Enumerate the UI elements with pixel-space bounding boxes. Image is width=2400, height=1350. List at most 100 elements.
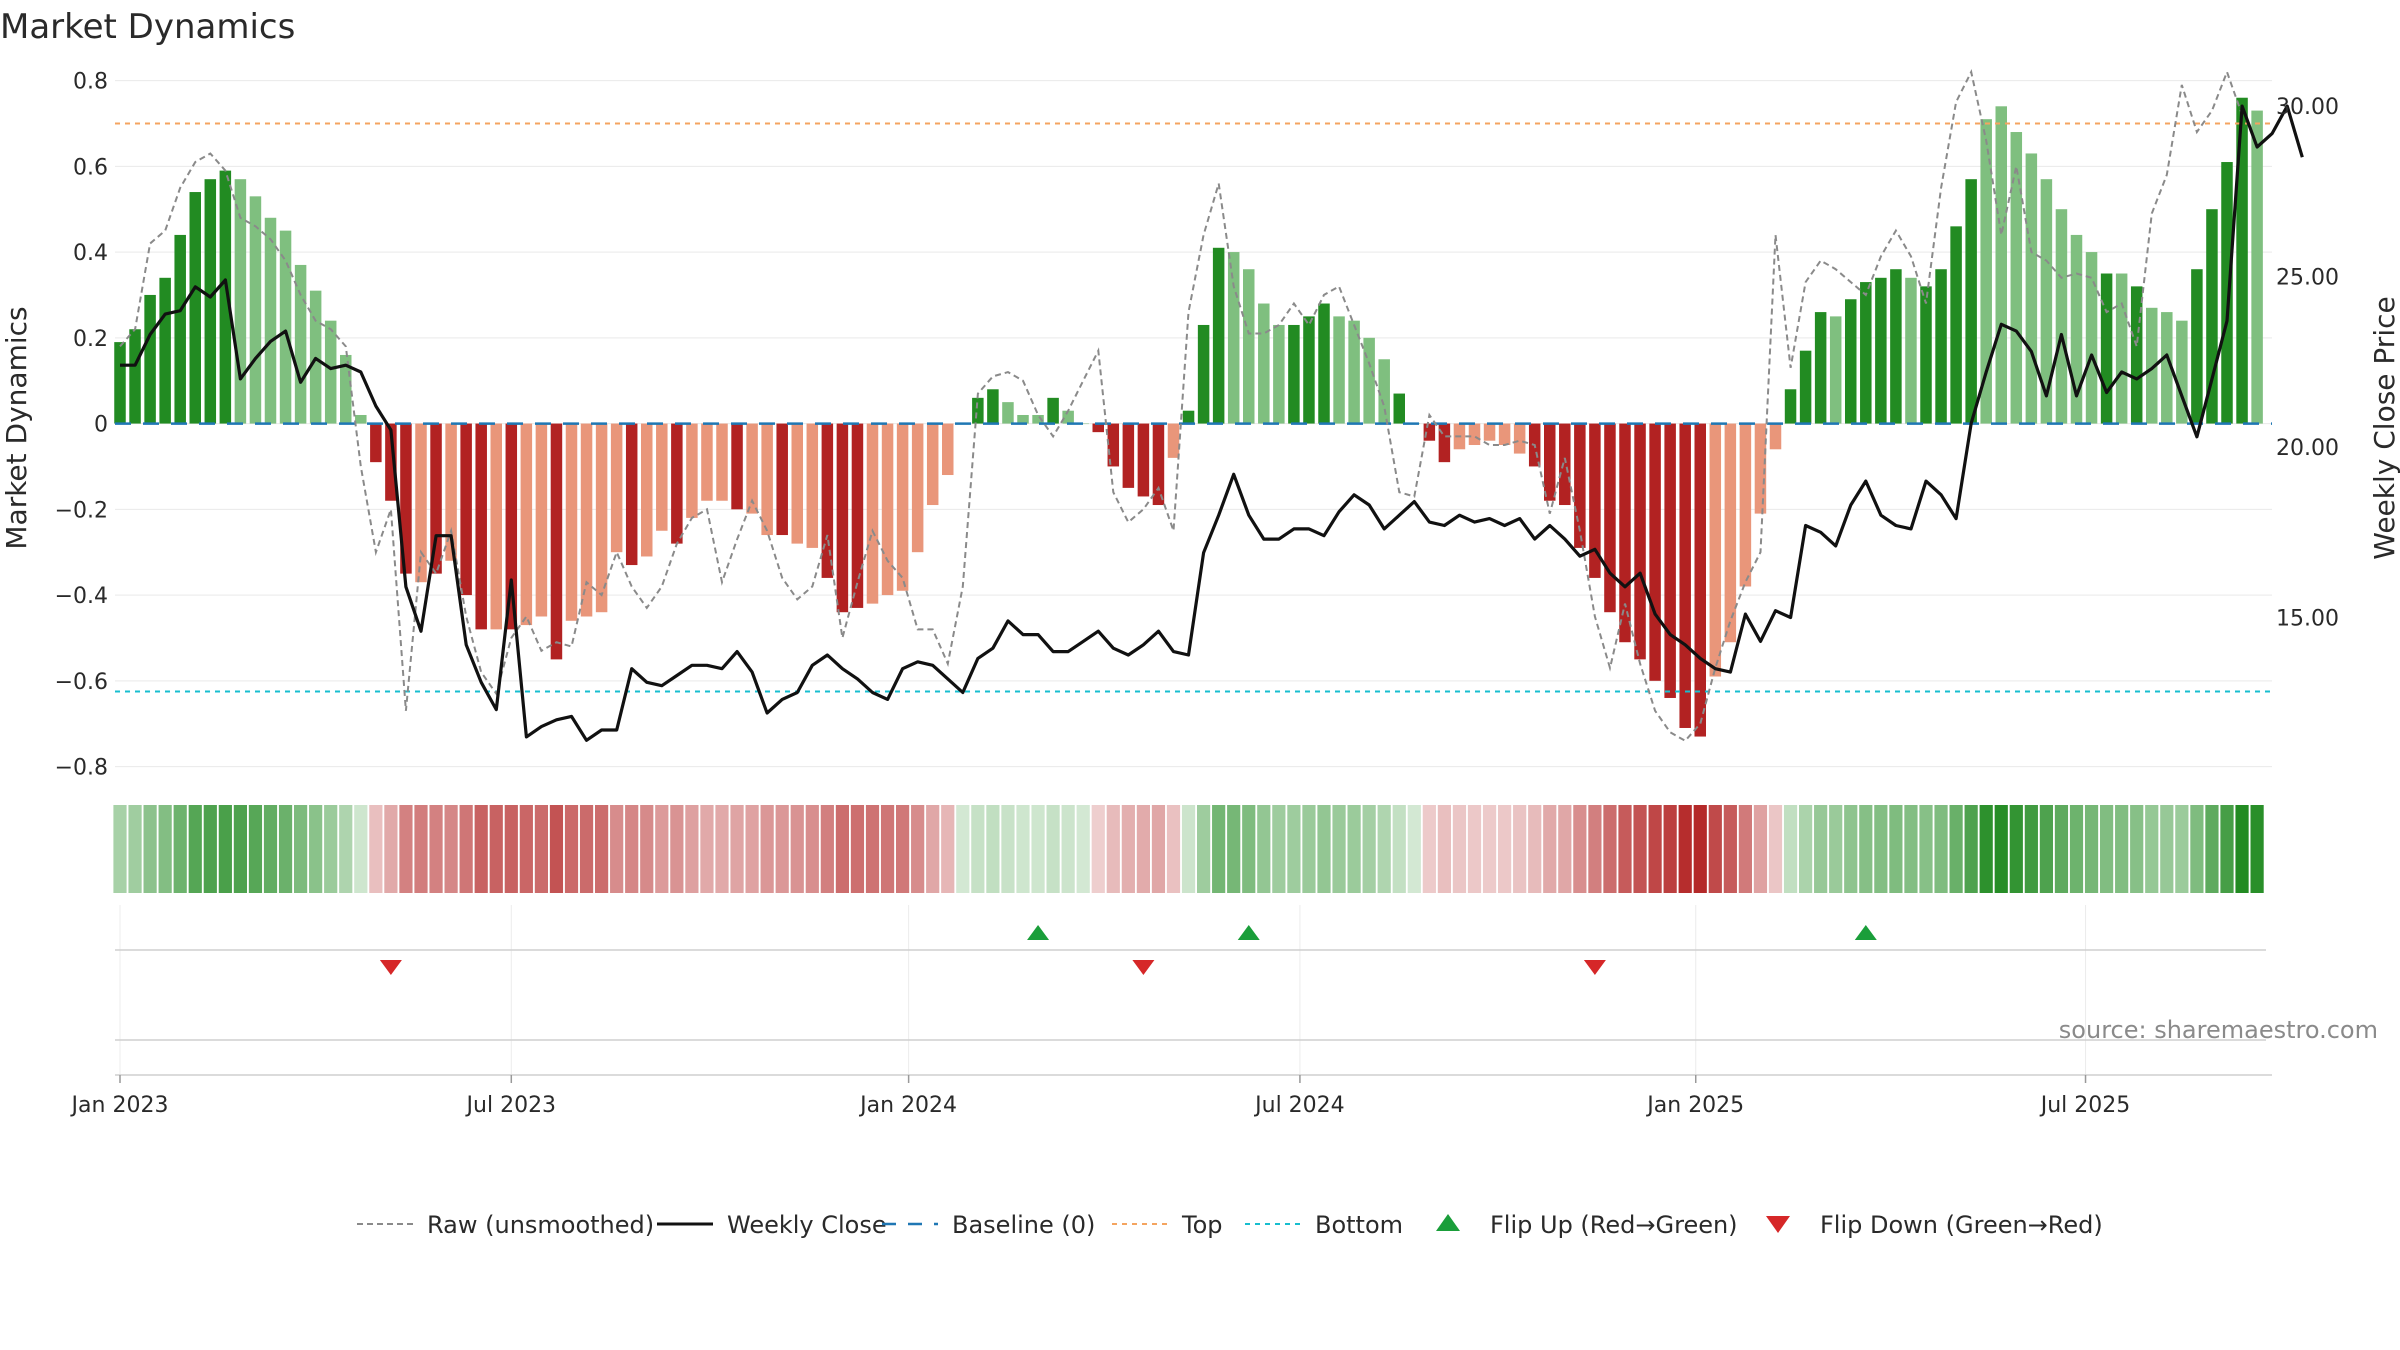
histogram-bar bbox=[1784, 389, 1797, 424]
heat-cell bbox=[1422, 805, 1436, 893]
heat-cell bbox=[1151, 805, 1166, 893]
histogram-bar bbox=[686, 423, 698, 518]
heat-cell bbox=[1633, 805, 1647, 893]
histogram-bar bbox=[2130, 286, 2143, 424]
histogram-bar bbox=[641, 423, 653, 557]
heat-cell bbox=[324, 805, 338, 893]
histogram-bar bbox=[1709, 423, 1722, 677]
histogram-bar bbox=[1574, 423, 1586, 548]
heat-cell bbox=[248, 805, 263, 893]
histogram-bar bbox=[279, 230, 292, 424]
heat-cell bbox=[880, 805, 895, 893]
histogram-bar bbox=[656, 423, 668, 531]
heat-cell bbox=[399, 805, 413, 893]
heat-cell bbox=[2190, 805, 2204, 893]
heat-cell bbox=[1874, 805, 1888, 893]
weekly-close-line bbox=[120, 104, 2304, 742]
heat-cell bbox=[354, 805, 368, 893]
histogram-bar bbox=[415, 423, 427, 583]
x-tick-label: Jan 2023 bbox=[70, 1093, 169, 1118]
histogram-bar bbox=[1348, 320, 1360, 424]
heat-cell bbox=[1889, 805, 1903, 893]
heat-cell bbox=[835, 805, 849, 893]
heat-cell bbox=[369, 805, 383, 893]
heat-cell bbox=[173, 805, 187, 893]
histogram-bar bbox=[114, 342, 126, 424]
histogram-bar bbox=[806, 423, 819, 548]
legend-label: Bottom bbox=[1315, 1211, 1403, 1239]
heat-cell bbox=[2054, 805, 2069, 893]
histogram-bar bbox=[1002, 402, 1014, 424]
flip-up-marker bbox=[1237, 925, 1260, 940]
histogram-bar bbox=[1258, 303, 1270, 424]
histogram-bar bbox=[701, 423, 713, 501]
heat-cell bbox=[1603, 805, 1617, 893]
histogram-bar bbox=[1860, 282, 1872, 424]
histogram-bar bbox=[400, 423, 412, 574]
histogram-bar bbox=[1212, 247, 1225, 424]
histogram-bar bbox=[1243, 269, 1255, 424]
histogram-bar bbox=[1814, 312, 1827, 424]
heat-cell bbox=[1783, 805, 1798, 893]
heat-cell bbox=[911, 805, 925, 893]
heat-cell bbox=[730, 805, 744, 893]
heat-cell bbox=[309, 805, 323, 893]
heat-cell bbox=[1663, 805, 1677, 893]
heat-cell bbox=[1919, 805, 1933, 893]
histogram-bar bbox=[2040, 179, 2053, 424]
histogram-bar bbox=[1303, 316, 1315, 424]
heat-cell bbox=[1753, 805, 1768, 893]
histogram-bar bbox=[1513, 423, 1526, 454]
heat-cell bbox=[2024, 805, 2038, 893]
histogram-bar bbox=[1092, 423, 1104, 433]
histogram-bar bbox=[1197, 324, 1210, 424]
chart-legend: Raw (unsmoothed) Weekly Close Baseline (0)… bbox=[357, 1211, 2103, 1239]
y-right-tick-label: 25.00 bbox=[2276, 266, 2339, 291]
histogram-bar bbox=[746, 423, 758, 514]
heat-cell bbox=[1076, 805, 1090, 893]
histogram-bar bbox=[2055, 209, 2068, 424]
heat-cell bbox=[745, 805, 759, 893]
histogram-bar bbox=[1935, 269, 1947, 424]
histogram-bar bbox=[1438, 423, 1451, 463]
histogram-bar bbox=[821, 423, 834, 578]
histogram-bar bbox=[430, 423, 442, 574]
y-axis-right-label: Weekly Close Price bbox=[2368, 296, 2400, 559]
heat-cell bbox=[625, 805, 639, 893]
heat-cell bbox=[459, 805, 473, 893]
heat-cell bbox=[2084, 805, 2099, 893]
histogram-bar bbox=[671, 423, 683, 544]
heat-cell bbox=[1678, 805, 1692, 893]
histogram-bar bbox=[340, 354, 352, 424]
x-tick-label: Jan 2024 bbox=[858, 1093, 957, 1118]
heat-cell bbox=[1844, 805, 1858, 893]
histogram-bar bbox=[1468, 423, 1481, 446]
heat-cell bbox=[1317, 805, 1331, 893]
flip-markers-panel bbox=[115, 925, 2266, 975]
y-left-tick-label: 0.2 bbox=[73, 327, 108, 352]
heat-cell bbox=[2235, 805, 2249, 893]
heat-cell bbox=[1031, 805, 1045, 893]
heat-cell bbox=[1482, 805, 1497, 893]
histogram-bar bbox=[942, 423, 954, 476]
histogram-bar bbox=[1965, 179, 1977, 424]
heat-cell bbox=[1768, 805, 1783, 893]
histogram-bar bbox=[1423, 423, 1436, 441]
histogram-bar bbox=[445, 423, 457, 561]
heat-cell bbox=[1829, 805, 1843, 893]
flip-down-marker bbox=[1583, 960, 1606, 975]
heat-cell bbox=[986, 805, 1000, 893]
heat-cell bbox=[1528, 805, 1542, 893]
main-panel-grid bbox=[115, 80, 2272, 1075]
histogram-bar bbox=[1769, 423, 1782, 450]
histogram-bar bbox=[1995, 106, 2007, 424]
heat-cell bbox=[1437, 805, 1451, 893]
y-left-tick-label: 0 bbox=[94, 413, 108, 438]
x-tick-label: Jul 2023 bbox=[465, 1093, 557, 1118]
heat-cell bbox=[218, 805, 232, 893]
histogram-bar bbox=[1122, 423, 1135, 488]
heat-cell bbox=[1106, 805, 1120, 893]
histogram-bar bbox=[1137, 423, 1150, 497]
y-left-tick-label: −0.8 bbox=[55, 756, 108, 781]
x-tick-label: Jul 2024 bbox=[1253, 1093, 1345, 1118]
